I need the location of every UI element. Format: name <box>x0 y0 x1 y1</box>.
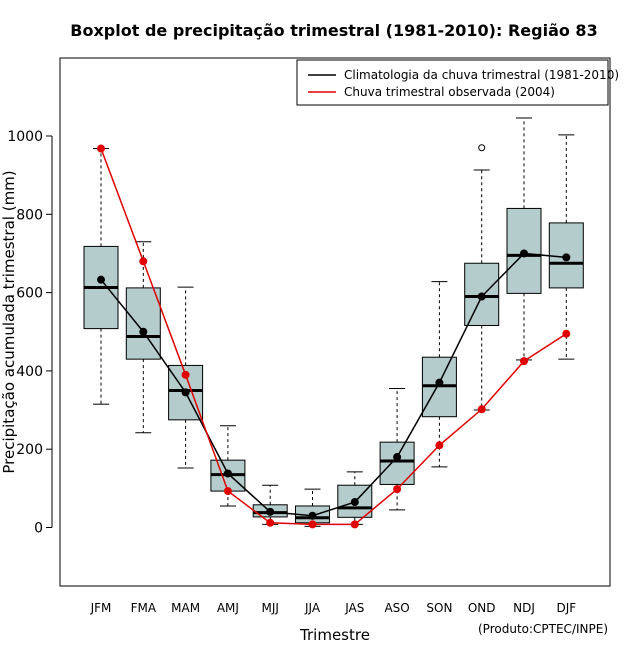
climatology-line <box>100 252 567 517</box>
box-iqr <box>379 441 415 485</box>
x-axis: JFM FMA MAM AMJ MJJ JJA JAS ASO SON OND NDJ DJF <box>90 601 577 615</box>
y-tick-label: 200 <box>16 442 43 458</box>
observed-point <box>393 485 402 494</box>
legend-label-climatology: Climatologia da chuva trimestral (1981-2… <box>344 68 619 82</box>
observed-point <box>266 518 275 527</box>
box-FMA <box>125 241 161 434</box>
x-tick-label: JAS <box>344 601 364 615</box>
observed-point <box>308 520 317 529</box>
product-credit: (Produto:CPTEC/INPE) <box>478 622 608 636</box>
climatology-point <box>435 378 444 387</box>
y-tick-label: 400 <box>16 364 43 380</box>
boxes-group <box>83 117 584 527</box>
climatology-point <box>393 453 402 462</box>
y-tick-label: 0 <box>34 521 43 537</box>
x-tick-label: OND <box>468 601 496 615</box>
x-tick-label: SON <box>426 601 452 615</box>
x-tick-label: FMA <box>131 601 157 615</box>
observed-point <box>223 487 232 496</box>
climatology-point <box>223 469 232 478</box>
box-MJJ <box>252 484 288 525</box>
observed-point <box>350 520 359 529</box>
box-SON <box>421 281 457 468</box>
x-tick-label: DJF <box>556 601 576 615</box>
observed-point <box>435 441 444 450</box>
x-tick-label: AMJ <box>217 601 239 615</box>
climatology-point <box>266 507 275 516</box>
y-axis: 0 200 400 600 800 1000 <box>7 129 53 537</box>
y-tick-label: 600 <box>16 286 43 302</box>
outlier-point <box>478 144 486 152</box>
observed-point <box>181 370 190 379</box>
y-tick-label: 1000 <box>7 129 43 145</box>
plot-area-frame <box>59 57 611 587</box>
observed-point <box>97 144 105 153</box>
series-lines-group <box>97 144 571 529</box>
climatology-point <box>520 249 528 258</box>
x-tick-label: JFM <box>90 601 112 615</box>
x-tick-label: NDJ <box>513 601 535 615</box>
y-axis-label: Precipitação acumulada trimestral (mm) <box>0 170 18 473</box>
climatology-point <box>477 292 486 301</box>
observed-point <box>477 405 486 414</box>
box-NDJ <box>506 117 542 361</box>
observed-point <box>562 329 571 338</box>
box-DJF <box>548 134 584 360</box>
climatology-point <box>562 253 571 262</box>
climatology-point <box>350 498 359 507</box>
x-tick-label: MAM <box>171 601 200 615</box>
legend: Climatologia da chuva trimestral (1981-2… <box>296 59 619 106</box>
climatology-point <box>308 511 317 520</box>
x-axis-label: Trimestre <box>299 626 370 644</box>
y-tick-label: 800 <box>16 207 43 223</box>
observed-point <box>139 257 148 266</box>
x-tick-label: MJJ <box>261 601 278 615</box>
x-tick-label: JJA <box>304 601 321 615</box>
climatology-point <box>139 327 148 336</box>
x-tick-label: ASO <box>384 601 409 615</box>
observed-point <box>520 357 528 366</box>
box-JFM <box>83 148 119 405</box>
climatology-point <box>97 275 105 284</box>
climatology-point <box>181 388 190 397</box>
observed-line <box>100 148 567 526</box>
legend-frame <box>296 59 609 106</box>
legend-label-observed: Chuva trimestral observada (2004) <box>344 85 555 99</box>
box-OND <box>464 144 500 411</box>
chart-title: Boxplot de precipitação trimestral (1981… <box>70 21 597 40</box>
